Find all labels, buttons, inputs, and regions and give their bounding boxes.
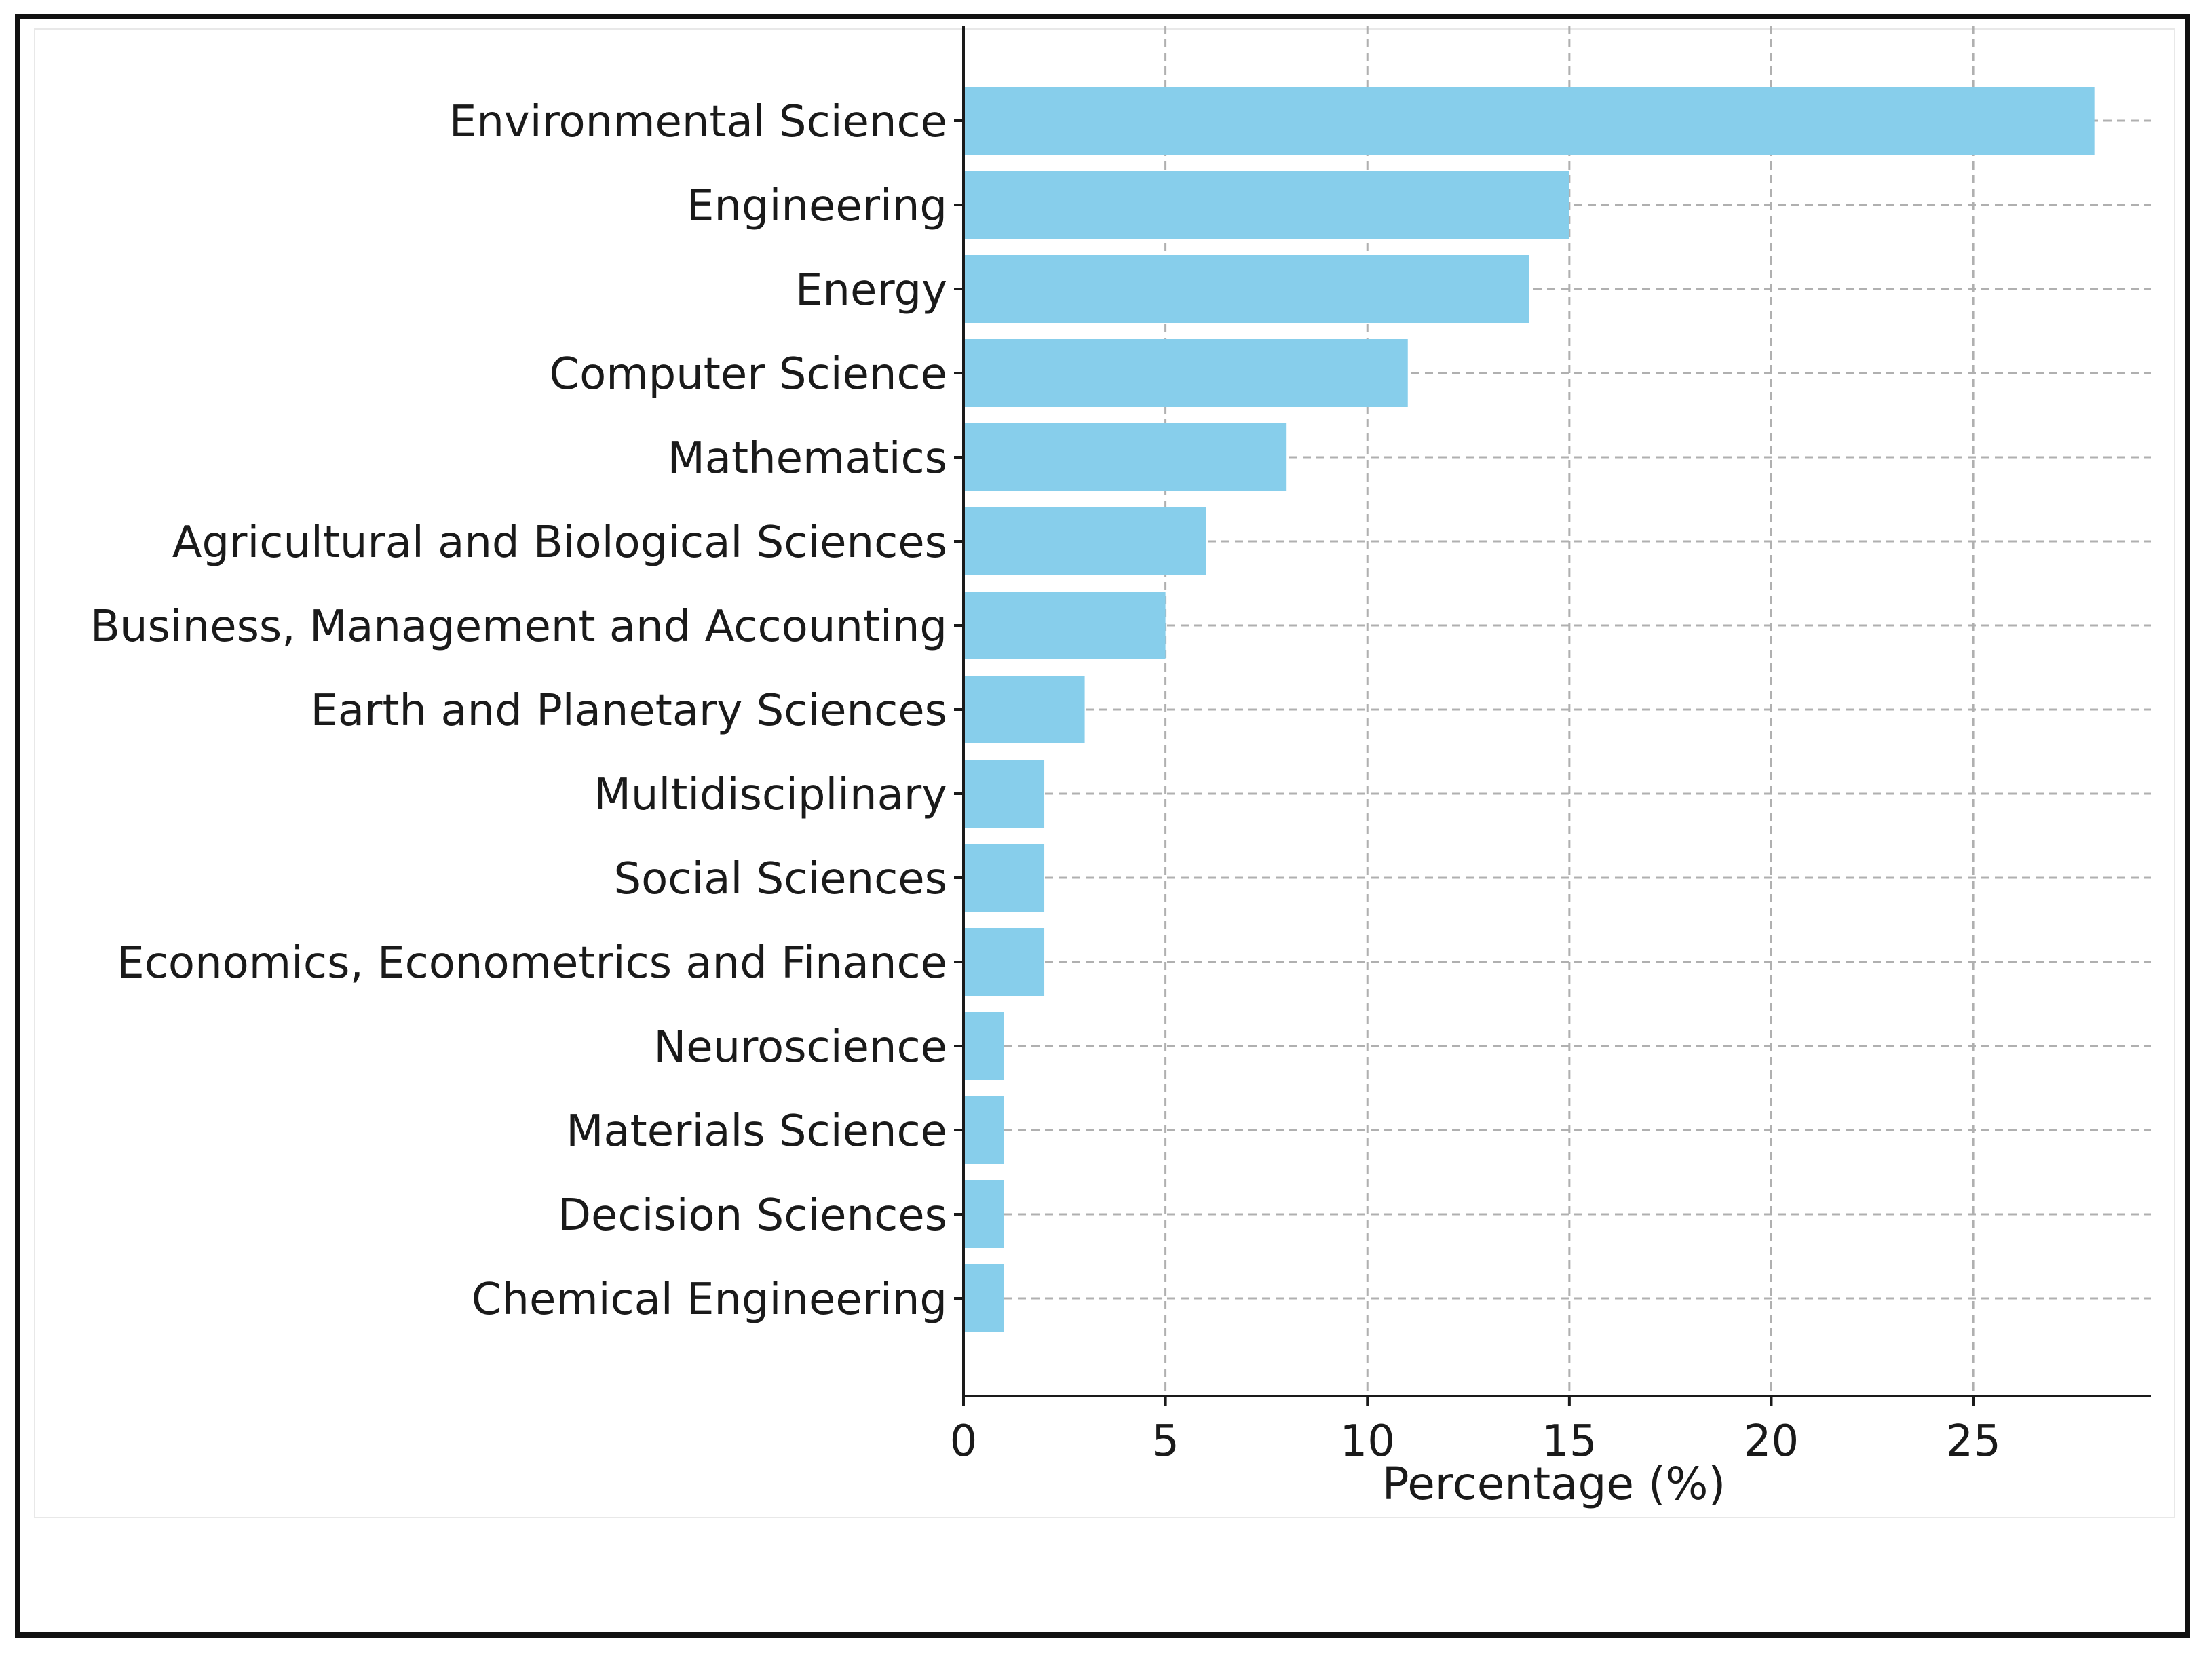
bar — [964, 844, 1045, 912]
bar — [964, 171, 1569, 239]
bar — [964, 928, 1045, 996]
bar — [964, 1096, 1004, 1164]
x-tick-label: 0 — [950, 1416, 978, 1467]
x-tick-label: 20 — [1744, 1416, 1799, 1467]
bar — [964, 507, 1206, 575]
bar — [964, 676, 1085, 743]
y-tick-label: Neuroscience — [653, 1022, 947, 1072]
axes — [954, 26, 2151, 1406]
y-tick-label: Agricultural and Biological Sciences — [172, 518, 947, 568]
x-tick-label: 10 — [1340, 1416, 1395, 1467]
x-axis-label: Percentage (%) — [1382, 1458, 1725, 1510]
figure-frame — [15, 14, 2190, 1638]
bar — [964, 1264, 1004, 1332]
x-tick-label: 15 — [1542, 1416, 1597, 1467]
y-tick-label: Social Sciences — [613, 854, 947, 904]
bars — [964, 87, 2095, 1332]
y-tick-label: Energy — [795, 265, 947, 315]
bar — [964, 592, 1166, 659]
bar — [964, 760, 1045, 828]
y-tick-label: Environmental Science — [449, 97, 947, 147]
x-tick-label: 25 — [1945, 1416, 2000, 1467]
bar — [964, 87, 2095, 155]
y-tick-label: Chemical Engineering — [472, 1275, 947, 1325]
y-tick-label: Business, Management and Accounting — [90, 602, 947, 652]
bar — [964, 339, 1408, 407]
y-tick-label: Materials Science — [566, 1106, 947, 1157]
bar — [964, 1012, 1004, 1080]
bar — [964, 255, 1529, 323]
y-tick-label: Economics, Econometrics and Finance — [117, 938, 947, 988]
y-tick-label: Multidisciplinary — [594, 770, 947, 820]
chart-panel — [34, 28, 2175, 1518]
y-tick-label: Computer Science — [549, 349, 947, 400]
x-tick-label: 5 — [1151, 1416, 1179, 1467]
bar — [964, 1180, 1004, 1248]
y-tick-label: Engineering — [687, 181, 947, 231]
y-tick-label: Decision Sciences — [558, 1191, 947, 1241]
y-tick-label: Earth and Planetary Sciences — [310, 686, 947, 736]
bar — [964, 423, 1287, 491]
labels: Environmental Science Engineering Energy Co… — [90, 97, 2001, 1467]
y-tick-label: Mathematics — [668, 433, 947, 484]
